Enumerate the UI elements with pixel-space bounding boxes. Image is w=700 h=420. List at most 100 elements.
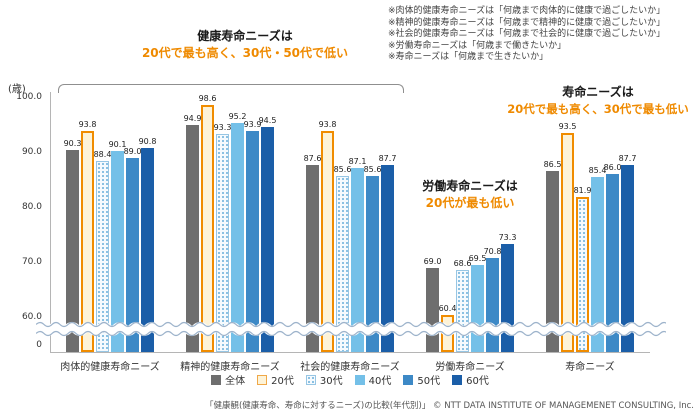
legend-item-40代: 40代 bbox=[354, 372, 392, 387]
annotation-life-needs: 寿命ニーズは 20代で最も高く、30代で最も低い bbox=[498, 84, 698, 118]
annotation-labor-needs: 労働寿命ニーズは 20代が最も低い bbox=[390, 178, 550, 212]
bar-20代-寿命ニーズ bbox=[561, 132, 574, 352]
bar-全体-社会的健康寿命ニーズ bbox=[306, 165, 319, 352]
bar-全体-寿命ニーズ bbox=[546, 171, 559, 352]
legend-swatch bbox=[257, 374, 268, 385]
legend-swatch bbox=[354, 374, 365, 385]
bar-50代-寿命ニーズ bbox=[606, 174, 619, 352]
bar-value-label: 93.9 bbox=[243, 119, 262, 129]
legend-swatch bbox=[305, 374, 316, 385]
bar-60代-寿命ニーズ bbox=[621, 164, 634, 352]
bar-50代-精神的健康寿命ニーズ bbox=[246, 130, 259, 352]
bar-40代-労働寿命ニーズ bbox=[471, 264, 484, 352]
bar-value-label: 69.5 bbox=[468, 253, 487, 263]
bar-value-label: 90.3 bbox=[63, 139, 82, 149]
bar-value-label: 94.9 bbox=[183, 114, 202, 124]
legend-label: 全体 bbox=[225, 376, 246, 387]
bar-60代-社会的健康寿命ニーズ bbox=[381, 164, 394, 352]
x-category-label: 労働寿命ニーズ bbox=[435, 362, 505, 373]
bar-value-label: 86.0 bbox=[603, 163, 622, 172]
y-axis-unit-label: (歳) bbox=[8, 84, 26, 95]
annotation-labor-line2: 20代が最も低い bbox=[425, 196, 515, 210]
annotation-health-needs: 健康寿命ニーズは 20代で最も高く、30代・50代で低い bbox=[95, 28, 395, 62]
legend: 全体 20代 30代 40代 50代 60代 bbox=[0, 372, 700, 387]
bar-30代-肉体的健康寿命ニーズ bbox=[96, 160, 109, 352]
bar-value-label: 94.5 bbox=[258, 116, 277, 126]
legend-label: 60代 bbox=[466, 376, 489, 387]
legend-swatch bbox=[403, 374, 414, 385]
bar-value-label: 68.6 bbox=[453, 258, 472, 268]
bar-value-label: 69.0 bbox=[423, 256, 442, 266]
x-category-label: 精神的健康寿命ニーズ bbox=[180, 362, 280, 373]
bar-value-label: 85.6 bbox=[333, 165, 352, 175]
bar-50代-社会的健康寿命ニーズ bbox=[366, 176, 379, 352]
bar-value-label: 87.7 bbox=[618, 153, 637, 163]
legend-item-全体: 全体 bbox=[211, 372, 245, 387]
annotation-life-line2: 20代で最も高く、30代で最も低い bbox=[507, 102, 689, 116]
x-axis-line bbox=[50, 352, 650, 353]
annotation-life-line1: 寿命ニーズは bbox=[562, 85, 634, 99]
bar-value-label: 95.2 bbox=[228, 112, 247, 122]
legend-item-30代: 30代 bbox=[305, 372, 343, 387]
bar-30代-精神的健康寿命ニーズ bbox=[216, 133, 229, 352]
y-axis-line bbox=[50, 92, 51, 352]
bar-30代-寿命ニーズ bbox=[576, 196, 589, 352]
source-caption: 「健康観(健康寿命、寿命に対するニーズ)の比較(年代別)」 © NTT DATA… bbox=[204, 401, 694, 411]
bar-value-label: 81.9 bbox=[573, 185, 592, 195]
legend-swatch bbox=[452, 374, 463, 385]
bar-value-label: 98.6 bbox=[198, 93, 217, 103]
bar-60代-精神的健康寿命ニーズ bbox=[261, 127, 274, 352]
bar-value-label: 93.8 bbox=[78, 120, 97, 130]
legend-label: 40代 bbox=[368, 376, 392, 387]
note-line: ※社会的健康寿命ニーズは「何歳まで社会的に健康で過ごしたいか」 bbox=[388, 29, 666, 39]
axis-break-waves bbox=[36, 321, 666, 337]
annotation-health-line2: 20代で最も高く、30代・50代で低い bbox=[141, 46, 349, 60]
legend-label: 20代 bbox=[271, 376, 294, 387]
note-line: ※労働寿命ニーズは「何歳まで働きたいか」 bbox=[388, 40, 567, 51]
bar-value-label: 90.8 bbox=[138, 136, 157, 146]
bar-value-label: 60.4 bbox=[438, 303, 457, 313]
bar-30代-社会的健康寿命ニーズ bbox=[336, 176, 349, 352]
x-category-label: 社会的健康寿命ニーズ bbox=[300, 362, 400, 373]
legend-item-20代: 20代 bbox=[257, 372, 294, 387]
bar-40代-肉体的健康寿命ニーズ bbox=[111, 151, 124, 352]
bar-50代-肉体的健康寿命ニーズ bbox=[126, 157, 139, 352]
legend-item-60代: 60代 bbox=[452, 372, 489, 387]
y-tick-label: 80.0 bbox=[21, 202, 42, 212]
note-line: ※肉体的健康寿命ニーズは「何歳まで肉体的に健康で過ごしたいか」 bbox=[388, 6, 666, 16]
legend-item-50代: 50代 bbox=[403, 372, 440, 387]
bar-value-label: 70.8 bbox=[483, 246, 502, 256]
bar-value-label: 93.3 bbox=[213, 122, 232, 132]
bar-40代-精神的健康寿命ニーズ bbox=[231, 123, 244, 352]
bar-value-label: 87.6 bbox=[303, 154, 322, 164]
bar-60代-肉体的健康寿命ニーズ bbox=[141, 147, 154, 352]
bar-40代-社会的健康寿命ニーズ bbox=[351, 167, 364, 352]
annotation-health-line1: 健康寿命ニーズは bbox=[197, 29, 293, 43]
bar-全体-肉体的健康寿命ニーズ bbox=[66, 150, 79, 352]
annotation-labor-line1: 労働寿命ニーズは bbox=[422, 179, 518, 193]
note-line: ※寿命ニーズは「何歳まで生きたいか」 bbox=[388, 52, 549, 62]
y-tick-label: 60.0 bbox=[21, 312, 42, 322]
note-line: ※精神的健康寿命ニーズは「何歳まで精神的に健康で過ごしたいか」 bbox=[388, 17, 666, 28]
y-tick-label: 0 bbox=[36, 340, 42, 350]
bar-value-label: 93.5 bbox=[558, 121, 577, 131]
bar-value-label: 85.4 bbox=[588, 166, 607, 176]
bar-value-label: 87.7 bbox=[378, 153, 397, 163]
bar-value-label: 88.4 bbox=[93, 149, 112, 159]
y-tick-label: 70.0 bbox=[21, 257, 42, 267]
footnotes-block: ※肉体的健康寿命ニーズは「何歳まで肉体的に健康で過ごしたいか」 ※精神的健康寿命ニ… bbox=[388, 6, 665, 64]
bar-value-label: 85.6 bbox=[363, 165, 382, 175]
bar-value-label: 93.8 bbox=[318, 120, 337, 130]
bar-value-label: 73.3 bbox=[498, 232, 517, 242]
bar-20代-社会的健康寿命ニーズ bbox=[321, 131, 334, 352]
x-category-label: 寿命ニーズ bbox=[565, 362, 615, 373]
bar-40代-寿命ニーズ bbox=[591, 177, 604, 352]
bar-value-label: 90.1 bbox=[108, 140, 127, 150]
group-bracket bbox=[58, 84, 404, 93]
x-category-label: 肉体的健康寿命ニーズ bbox=[60, 362, 160, 373]
legend-label: 30代 bbox=[319, 376, 343, 387]
bar-20代-肉体的健康寿命ニーズ bbox=[81, 131, 94, 352]
bar-value-label: 86.5 bbox=[543, 160, 562, 170]
bar-value-label: 89.0 bbox=[123, 146, 142, 156]
